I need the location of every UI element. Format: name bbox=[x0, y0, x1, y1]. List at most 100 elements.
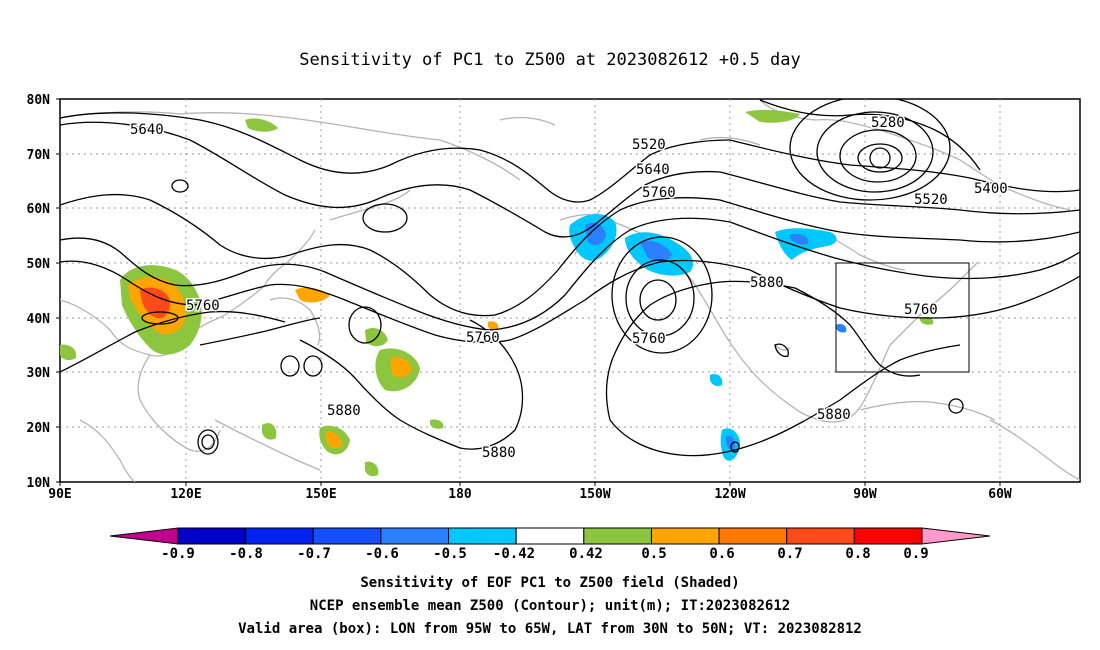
shade-positive-patch-core bbox=[390, 357, 412, 378]
contour-low-ring bbox=[201, 434, 215, 450]
contour-label: 5760 bbox=[632, 331, 666, 347]
lon-label: 150E bbox=[305, 487, 336, 502]
contour-label: 5640 bbox=[636, 162, 670, 178]
shade-positive-patch bbox=[245, 118, 278, 132]
contour-low-ring bbox=[197, 429, 219, 455]
colorbar-cell bbox=[718, 527, 788, 545]
contour-line bbox=[60, 259, 751, 344]
contour-low-ring bbox=[280, 355, 300, 377]
shade-positive-patch bbox=[60, 344, 77, 361]
contour-label: 5760 bbox=[186, 298, 220, 314]
colorbar-cell bbox=[650, 527, 720, 545]
map-title: Sensitivity of PC1 to Z500 at 2023082612… bbox=[299, 50, 801, 70]
lon-label: 120E bbox=[170, 487, 201, 502]
caption-contour: NCEP ensemble mean Z500 (Contour); unit(… bbox=[309, 598, 791, 614]
contour-label: 5760 bbox=[466, 330, 500, 346]
shade-positive-patch bbox=[920, 316, 934, 325]
colorbar-label: 0.5 bbox=[641, 546, 666, 562]
shade-positive-patch-core bbox=[326, 431, 342, 448]
contour-line bbox=[199, 317, 321, 346]
contour-line bbox=[719, 171, 1080, 215]
colorbar-label: 0.9 bbox=[903, 546, 928, 562]
contour-label: 5880 bbox=[482, 445, 516, 461]
contour-low-ring bbox=[171, 179, 189, 193]
colorbar-cells bbox=[177, 527, 923, 545]
caption-shading: Sensitivity of EOF PC1 to Z500 field (Sh… bbox=[360, 575, 740, 591]
colorbar-label: -0.42 bbox=[493, 546, 535, 562]
contour-line bbox=[60, 217, 731, 331]
contour-label: 5880 bbox=[327, 403, 361, 419]
z500-contours bbox=[60, 99, 1080, 457]
colorbar-low-extend bbox=[109, 527, 179, 545]
lat-label: 70N bbox=[27, 148, 51, 163]
contour-label: 5880 bbox=[750, 275, 784, 291]
contour-line bbox=[719, 199, 1080, 243]
colorbar-label: 0.6 bbox=[709, 546, 734, 562]
lat-label: 40N bbox=[27, 312, 51, 327]
shade-positive-patch bbox=[365, 461, 379, 477]
colorbar-label: 0.7 bbox=[777, 546, 802, 562]
colorbar-label: -0.8 bbox=[229, 546, 263, 562]
colorbar-label: -0.6 bbox=[365, 546, 399, 562]
shade-negative-bc-core bbox=[640, 240, 672, 262]
contour-low-ring bbox=[789, 99, 951, 201]
contour-line bbox=[299, 319, 524, 450]
contour-label: 5400 bbox=[974, 181, 1008, 197]
lat-label: 10N bbox=[27, 476, 51, 491]
shade-positive-patch bbox=[745, 109, 800, 123]
lon-labels: 90E 120E 150E 180 150W 120W 90W 60W bbox=[48, 487, 1012, 502]
contour-line bbox=[60, 310, 286, 373]
lon-label: 90W bbox=[853, 487, 877, 502]
lat-label: 60N bbox=[27, 202, 51, 217]
contour-low-ring bbox=[639, 279, 677, 321]
shade-negative-patch bbox=[710, 374, 723, 387]
contour-low-ring bbox=[303, 355, 323, 377]
contour-low-center bbox=[869, 147, 891, 169]
lat-label: 50N bbox=[27, 257, 51, 272]
colorbar-label: -0.9 bbox=[161, 546, 195, 562]
contour-labels: 5640 5520 5640 5760 5280 5400 5520 5760 … bbox=[129, 114, 1010, 463]
colorbar-cell bbox=[177, 527, 247, 545]
contour-label: 5280 bbox=[871, 115, 905, 131]
contour-low-ring bbox=[141, 311, 179, 325]
contour-line bbox=[794, 287, 921, 377]
contour-low-ring bbox=[348, 306, 382, 344]
contour-line bbox=[605, 280, 796, 421]
contour-low-ring bbox=[611, 236, 713, 354]
colorbar-label: 0.8 bbox=[845, 546, 870, 562]
colorbar-label: -0.7 bbox=[297, 546, 331, 562]
colorbar-cell bbox=[515, 527, 585, 545]
shade-positive-east-asia-peak bbox=[140, 287, 170, 319]
contour-low-ring bbox=[857, 143, 903, 173]
contour-low-ring bbox=[625, 259, 695, 337]
colorbar-cell bbox=[380, 527, 450, 545]
contour-line bbox=[609, 344, 961, 457]
shade-negative-patch bbox=[836, 323, 847, 333]
lon-label: 60W bbox=[988, 487, 1012, 502]
contour-label: 5520 bbox=[632, 137, 666, 153]
lat-label: 30N bbox=[27, 366, 51, 381]
lat-labels: 80N 70N 60N 50N 40N 30N 20N 10N bbox=[27, 93, 51, 491]
shade-positive-patch bbox=[430, 419, 444, 429]
shade-positive-patch bbox=[488, 321, 499, 331]
contour-label: 5760 bbox=[904, 302, 938, 318]
axis-ticks bbox=[56, 98, 1001, 486]
lon-label: 180 bbox=[448, 487, 472, 502]
colorbar-cell bbox=[448, 527, 517, 545]
contour-low-ring bbox=[362, 203, 408, 233]
shade-positive-patch bbox=[262, 423, 277, 440]
shade-negative-mexico-core bbox=[726, 435, 736, 450]
colorbar-cell bbox=[786, 527, 855, 545]
valid-area-box bbox=[835, 262, 970, 373]
contour-line bbox=[60, 121, 721, 238]
lon-label: 90E bbox=[48, 487, 71, 502]
contour-line bbox=[774, 343, 789, 358]
contour-label: 5520 bbox=[914, 192, 948, 208]
contour-line bbox=[729, 221, 1080, 280]
contour-line bbox=[60, 112, 731, 203]
colorbar-cell bbox=[583, 527, 652, 545]
colorbar-high-extend bbox=[921, 527, 991, 545]
contour-line bbox=[749, 269, 1080, 319]
contour-label: 5760 bbox=[642, 185, 676, 201]
